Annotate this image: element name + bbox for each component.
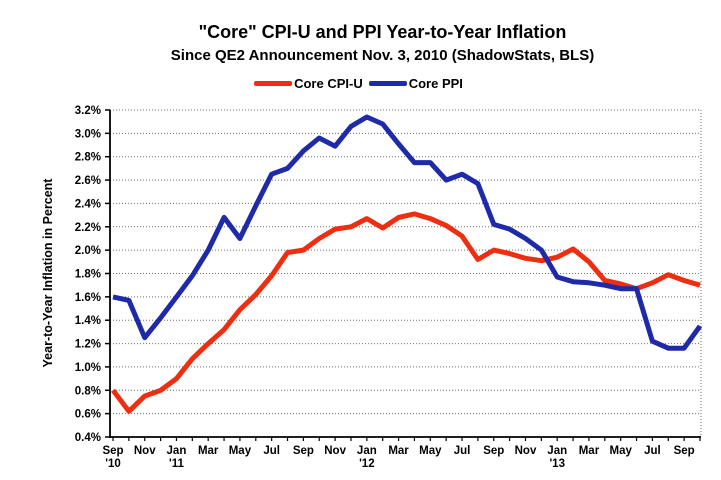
legend-label-core-ppi: Core PPI bbox=[408, 76, 463, 91]
y-axis-title: Year-to-Year Inflation in Percent bbox=[41, 178, 55, 368]
legend-label-core-cpi: Core CPI-U bbox=[294, 76, 363, 91]
axes bbox=[105, 109, 701, 441]
chart-subtitle: Since QE2 Announcement Nov. 3, 2010 (Sha… bbox=[170, 47, 595, 64]
x-tick-year-label: '12 bbox=[359, 458, 375, 470]
x-tick-label: May bbox=[609, 445, 632, 457]
x-tick-label: Nov bbox=[515, 445, 537, 457]
y-tick-label: 2.4% bbox=[75, 198, 101, 210]
y-tick-label: 2.0% bbox=[75, 245, 101, 257]
x-tick-label: Jul bbox=[263, 445, 280, 457]
x-tick-label: Sep bbox=[293, 445, 314, 457]
x-tick-label: May bbox=[419, 445, 442, 457]
x-tick-label: Jul bbox=[454, 445, 471, 457]
legend-swatch-core-ppi bbox=[368, 81, 407, 86]
legend: Core CPI-U Core PPI bbox=[0, 76, 721, 91]
x-tick-label: Nov bbox=[324, 445, 346, 457]
series-line-core-cpi-u bbox=[111, 211, 701, 414]
x-tick-label: Sep bbox=[102, 445, 123, 457]
y-tick-label: 0.4% bbox=[75, 432, 101, 444]
x-tick-label: Jul bbox=[644, 445, 661, 457]
x-tick-label: May bbox=[229, 445, 252, 457]
x-tick-label: Jan bbox=[357, 445, 377, 457]
x-tick-label: Jan bbox=[167, 445, 187, 457]
y-tick-label: 1.8% bbox=[75, 269, 101, 281]
x-tick-label: Mar bbox=[388, 445, 409, 457]
x-tick-label: Sep bbox=[674, 445, 695, 457]
y-tick-labels: 0.4% 0.6% 0.8% 1.0% 1.2% 1.4% 1.6% 1.8% 2.0% 2.2%… bbox=[75, 105, 101, 444]
y-tick-label: 2.2% bbox=[75, 222, 101, 234]
gridlines bbox=[110, 109, 702, 437]
legend-swatch-core-cpi bbox=[254, 81, 293, 86]
x-tick-label: Mar bbox=[579, 445, 600, 457]
y-tick-label: 3.0% bbox=[75, 128, 101, 140]
x-tick-label: Sep bbox=[483, 445, 504, 457]
y-tick-label: 2.8% bbox=[75, 152, 101, 164]
y-tick-label: 3.2% bbox=[75, 105, 101, 117]
y-tick-label: 0.6% bbox=[75, 409, 101, 421]
y-tick-label: 1.0% bbox=[75, 362, 101, 374]
series-line-core-ppi bbox=[112, 114, 703, 351]
x-tick-year-label: '10 bbox=[105, 458, 121, 470]
x-tick-label: Mar bbox=[198, 445, 219, 457]
series-lines bbox=[111, 114, 703, 414]
chart-title: "Core" CPI-U and PPI Year-to-Year Inflat… bbox=[198, 22, 567, 42]
y-tick-label: 1.6% bbox=[75, 292, 101, 304]
y-tick-label: 1.2% bbox=[75, 339, 101, 351]
x-tick-year-label: '13 bbox=[549, 458, 565, 470]
x-tick-label: Nov bbox=[134, 445, 156, 457]
y-tick-label: 0.8% bbox=[75, 385, 101, 397]
y-tick-label: 2.6% bbox=[75, 175, 101, 187]
y-tick-label: 1.4% bbox=[75, 315, 101, 327]
x-tick-label: Jan bbox=[547, 445, 567, 457]
x-tick-year-label: '11 bbox=[169, 458, 184, 470]
